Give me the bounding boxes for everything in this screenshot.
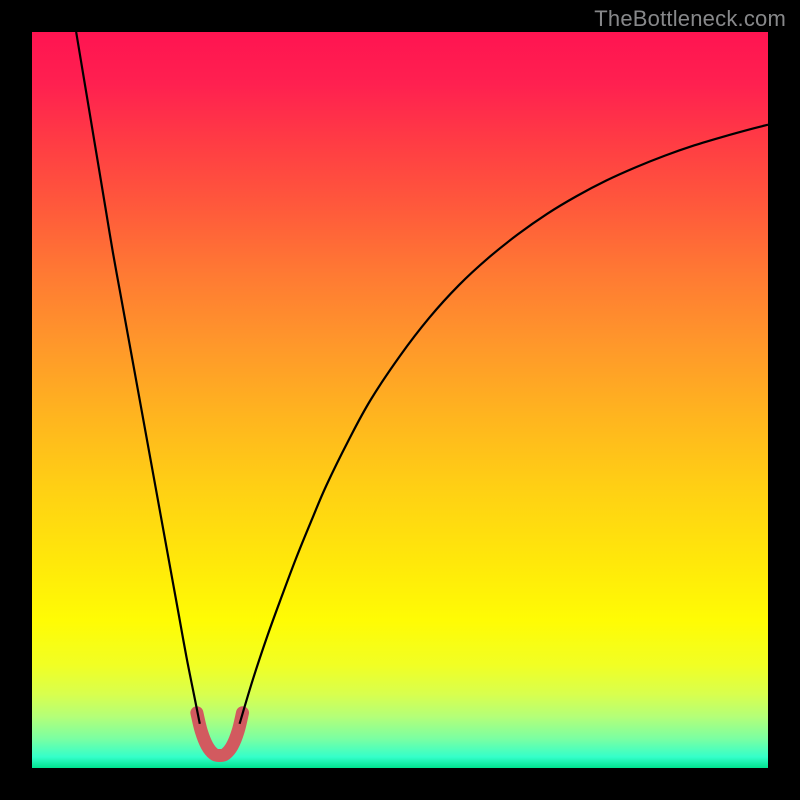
plot-background (32, 32, 768, 768)
chart-svg (0, 0, 800, 800)
watermark-text: TheBottleneck.com (594, 6, 786, 32)
chart-container: { "watermark": { "text": "TheBottleneck.… (0, 0, 800, 800)
